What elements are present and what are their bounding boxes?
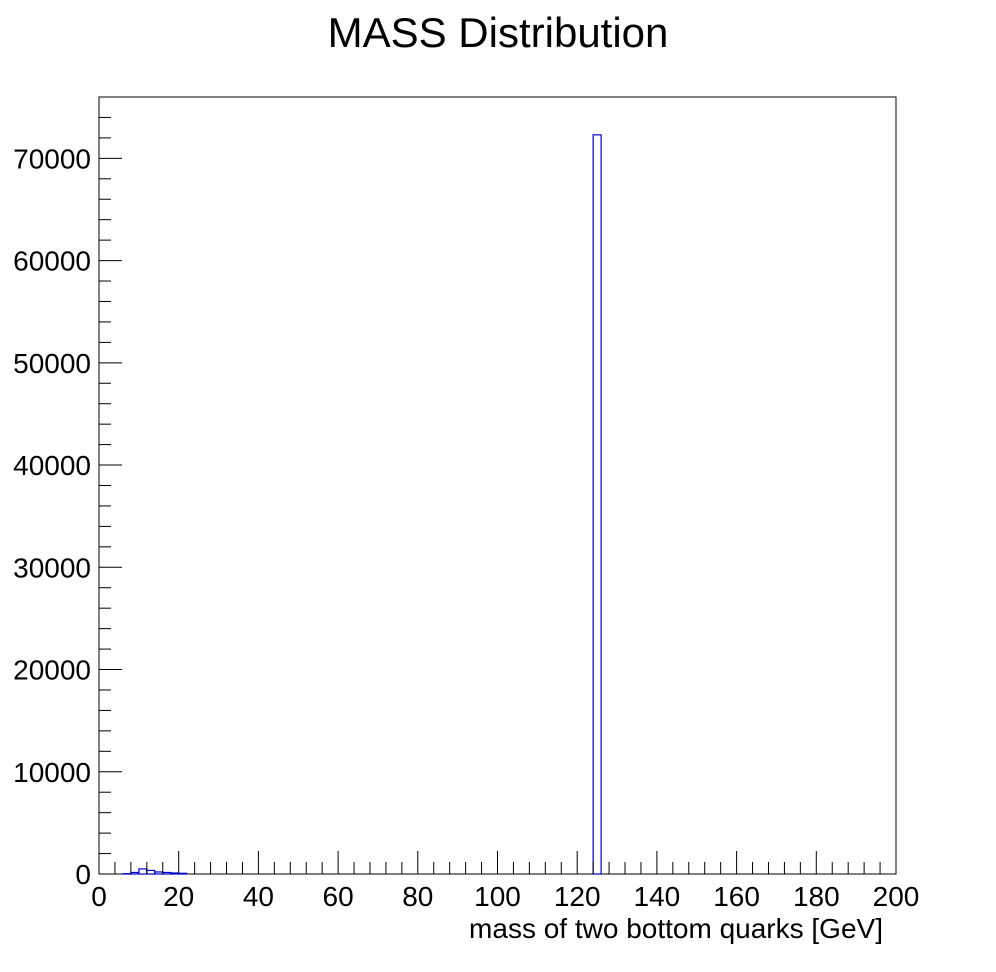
x-tick-label: 160 [713, 881, 760, 912]
histogram-bin-6 [162, 871, 172, 875]
x-tick-label: 80 [402, 881, 433, 912]
histogram-bin-8 [178, 872, 188, 875]
y-tick-label: 40000 [13, 450, 91, 481]
x-axis: 0 20 40 60 80 100 120 140 160 180 200 [91, 851, 919, 912]
plot-frame [98, 96, 897, 875]
y-tick-label: 20000 [13, 655, 91, 686]
x-tick-label: 100 [474, 881, 521, 912]
y-tick-label: 30000 [13, 552, 91, 583]
histogram-bin-3 [138, 868, 148, 875]
y-axis: 0 10000 20000 30000 40000 50000 60000 70000 [13, 96, 122, 890]
y-tick-label: 70000 [13, 143, 91, 174]
x-tick-label: 140 [634, 881, 681, 912]
y-tick-label: 60000 [13, 246, 91, 277]
x-tick-label: 60 [323, 881, 354, 912]
y-tick-label: 10000 [13, 757, 91, 788]
histogram-bin-2 [130, 871, 140, 875]
histogram-bars [122, 134, 602, 875]
y-tick-label: 0 [75, 859, 91, 890]
histogram-bin-5 [154, 871, 164, 875]
histogram-bin-7 [170, 872, 180, 875]
x-tick-label: 20 [163, 881, 194, 912]
x-tick-label: 180 [793, 881, 840, 912]
x-tick-label: 40 [243, 881, 274, 912]
x-tick-label: 120 [554, 881, 601, 912]
chart-title: MASS Distribution [328, 9, 669, 56]
histogram-bin-4 [146, 869, 156, 875]
histogram-bin-10 [592, 134, 602, 875]
x-tick-label: 200 [873, 881, 920, 912]
y-tick-label: 50000 [13, 348, 91, 379]
x-axis-label: mass of two bottom quarks [GeV] [469, 913, 883, 944]
x-tick-label: 0 [91, 881, 107, 912]
